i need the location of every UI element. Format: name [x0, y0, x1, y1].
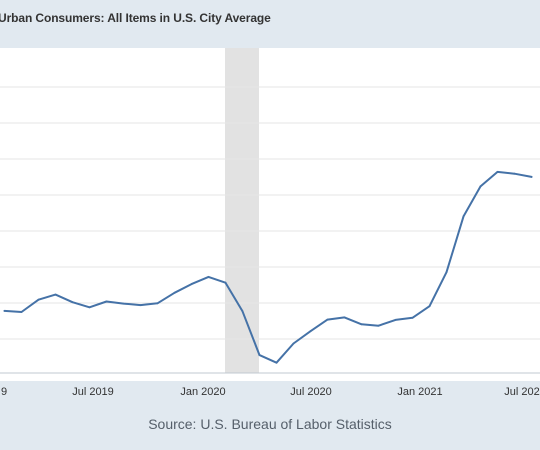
source-note: Source: U.S. Bureau of Labor Statistics — [148, 416, 392, 432]
data-point — [377, 324, 380, 327]
data-point — [241, 310, 244, 313]
data-point — [292, 342, 295, 345]
x-tick-label: Jul 2019 — [72, 386, 114, 398]
x-tick-label: 9 — [1, 386, 7, 398]
x-tick-label: Jan 2020 — [180, 386, 225, 398]
data-point — [173, 291, 176, 294]
data-point — [258, 354, 261, 356]
data-point — [20, 311, 23, 313]
data-point — [394, 319, 397, 321]
data-point — [88, 306, 91, 309]
data-point — [122, 302, 125, 305]
data-point — [3, 310, 6, 312]
data-point — [156, 302, 159, 305]
data-point — [411, 316, 414, 319]
data-point — [207, 276, 210, 278]
data-point — [326, 318, 329, 321]
data-point — [309, 330, 312, 333]
data-point — [37, 298, 40, 301]
data-point — [275, 361, 278, 364]
data-point — [54, 293, 57, 296]
data-point — [479, 185, 482, 188]
data-point — [105, 300, 108, 303]
data-point — [513, 172, 516, 175]
data-point — [445, 271, 448, 274]
data-point — [360, 323, 363, 326]
x-tick-label: Jul 202 — [504, 386, 539, 398]
data-point — [71, 301, 74, 304]
data-point — [139, 304, 142, 306]
data-point — [224, 281, 227, 284]
series-line — [3, 170, 533, 364]
recession-shading — [225, 48, 259, 373]
data-point — [190, 283, 193, 285]
data-point — [462, 215, 465, 218]
chart-title: Urban Consumers: All Items in U.S. City … — [0, 11, 271, 25]
data-point — [496, 171, 499, 173]
x-tick-label: Jan 2021 — [397, 386, 442, 398]
data-point — [428, 305, 431, 308]
x-tick-label: Jul 2020 — [290, 386, 332, 398]
data-point — [530, 176, 533, 178]
data-point — [343, 316, 346, 319]
plot-area — [0, 48, 540, 381]
